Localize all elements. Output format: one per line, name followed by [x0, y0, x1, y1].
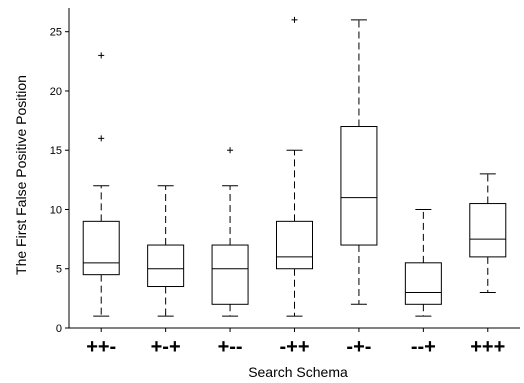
x-tick-label: +++	[470, 336, 505, 358]
box	[82, 220, 120, 276]
outlier-point	[291, 16, 298, 23]
x-axis-title: Search Schema	[248, 364, 348, 380]
x-tick-label: ++-	[86, 336, 116, 358]
x-tick-label: -+-	[346, 336, 371, 358]
y-tick-label: 5	[56, 264, 62, 276]
outlier-point	[227, 147, 234, 154]
y-tick-label: 0	[56, 323, 62, 335]
y-tick-label: 25	[50, 27, 62, 39]
y-tick-label: 20	[50, 86, 62, 98]
box	[469, 203, 507, 258]
box	[147, 244, 185, 288]
outlier-point	[98, 135, 105, 142]
x-tick-label: +-+	[151, 336, 181, 358]
x-tick-label: -++	[279, 336, 309, 358]
y-tick-label: 10	[50, 204, 62, 216]
y-tick-label: 15	[50, 145, 62, 157]
y-axis-title: The First False Positive Position	[13, 75, 29, 275]
box	[404, 262, 442, 305]
box	[340, 126, 378, 246]
x-tick-label: +--	[218, 336, 243, 358]
box	[211, 244, 249, 305]
box	[276, 220, 313, 270]
outlier-point	[98, 52, 105, 59]
x-tick-label: --+	[411, 336, 436, 358]
